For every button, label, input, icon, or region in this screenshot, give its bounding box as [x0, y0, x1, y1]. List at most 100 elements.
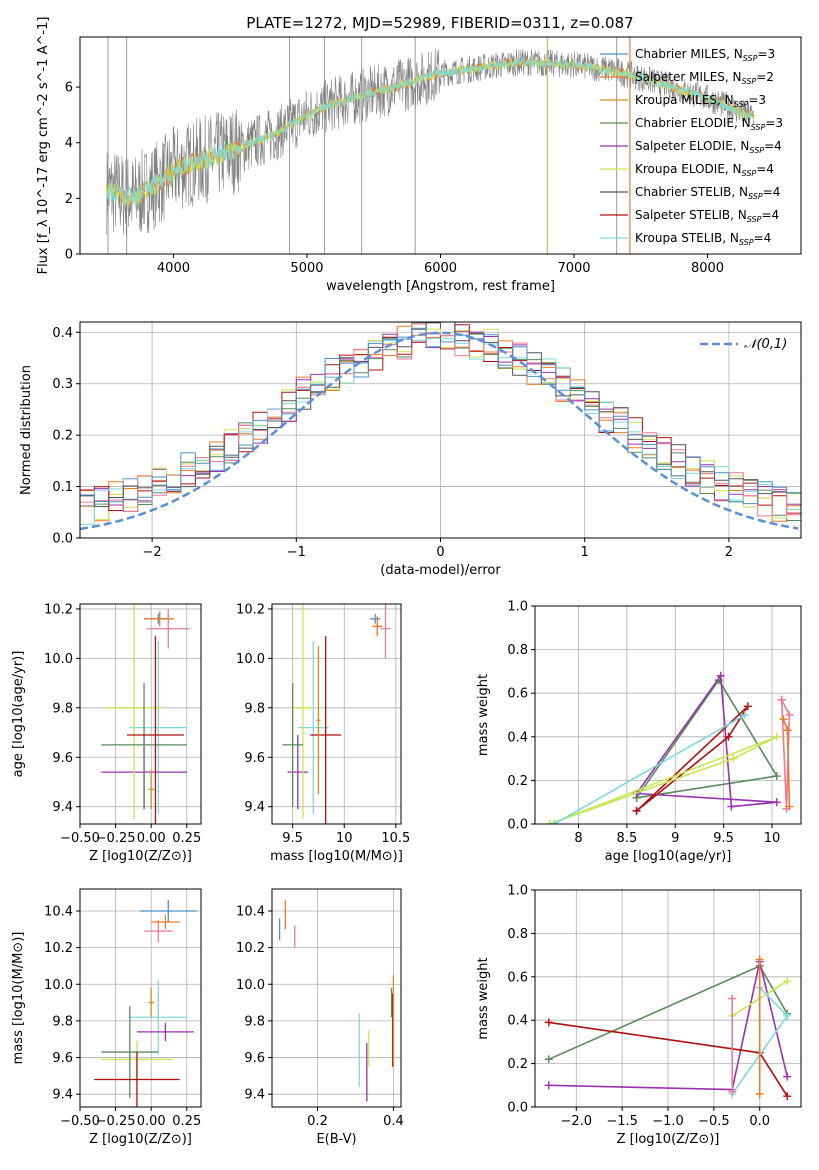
x-tick-label: 8 [574, 831, 582, 846]
weight-point-marker [728, 1087, 737, 1096]
y-tick-label: 10.2 [236, 941, 265, 956]
x-tick-label: 6000 [424, 261, 457, 276]
plot-area [272, 889, 401, 1107]
y-tick-label: 10.0 [236, 978, 265, 993]
x-tick-label: 1 [581, 545, 589, 560]
x-axis-label: E(B-V) [316, 1132, 356, 1147]
y-tick-label: 9.8 [244, 701, 265, 716]
x-tick-label: −1 [287, 545, 306, 560]
histogram-step-line [80, 323, 801, 517]
weight-point-marker [724, 732, 733, 741]
y-axis-label: Normed distribution [19, 365, 34, 495]
weight-vs-age-panel: 8 8.5 9 9.5 10 0.0 0.2 0.4 0.6 0.8 1.0 age [log10(a… [476, 600, 802, 864]
model-spectrum-line [106, 57, 755, 206]
weight-point-marker [544, 1081, 553, 1090]
x-tick-label: 10 [764, 831, 781, 846]
y-tick-label: 9.8 [52, 701, 73, 716]
x-tick-label: 9.5 [282, 831, 303, 846]
y-tick-label: 9.4 [52, 800, 73, 815]
weight-line [635, 678, 779, 799]
x-axis-label: Z [log10(Z/Z⊙)] [89, 849, 192, 864]
y-axis-label: mass weight [476, 674, 491, 756]
y-tick-label: 6 [65, 81, 73, 96]
legend-label: Chabrier MILES, NSSP=3 [635, 47, 775, 63]
y-tick-label: 10.2 [44, 941, 73, 956]
x-tick-label: 4000 [157, 261, 190, 276]
histogram-step-line [80, 324, 801, 514]
y-tick-label: 0.2 [507, 774, 528, 789]
y-axis-label: age [log10(age/yr)] [11, 651, 26, 778]
weight-point-marker [785, 711, 794, 719]
y-tick-label: 0.4 [507, 730, 528, 745]
x-axis-label: Z [log10(Z/Z⊙)] [617, 1132, 720, 1147]
y-tick-label: 2 [65, 192, 73, 207]
legend-label: Kroupa STELIB, NSSP=4 [635, 231, 771, 247]
x-tick-label: 0.0 [749, 1114, 770, 1129]
x-tick-label: 5000 [290, 261, 323, 276]
y-axis-label: Flux [f_λ 10^-17 erg cm^-2 s^-1 A^-1] [36, 17, 51, 275]
x-tick-label: −0.50 [60, 831, 100, 846]
weight-point-marker [772, 798, 781, 807]
y-tick-label: 10.4 [44, 904, 73, 919]
y-tick-label: 9.6 [52, 751, 73, 766]
legend-label: Salpeter MILES, NSSP=2 [635, 70, 774, 86]
x-tick-label: 0 [436, 545, 444, 560]
spectrum-panel: 4000 5000 6000 7000 8000 0 2 4 6 wavelength [Angs… [36, 17, 802, 294]
y-tick-label: 9.8 [244, 1014, 265, 1029]
y-tick-label: 0.4 [52, 326, 73, 341]
x-axis-label: wavelength [Angstrom, rest frame] [326, 279, 555, 294]
y-tick-label: 10.4 [236, 904, 265, 919]
weight-point-marker [545, 820, 554, 824]
y-tick-label: 0.1 [52, 480, 73, 495]
axes-frame [534, 605, 802, 825]
legend-label: Kroupa MILES, NSSP=3 [635, 93, 766, 109]
y-tick-label: 9.4 [244, 1088, 265, 1103]
y-tick-label: 10.0 [44, 652, 73, 667]
weight-point-marker [783, 1092, 792, 1101]
y-tick-label: 10.0 [236, 652, 265, 667]
x-tick-label: −1.5 [606, 1114, 638, 1129]
weight-point-marker [783, 726, 792, 735]
age-vs-mass-panel: 9.5 10 10.5 9.4 9.6 9.8 10.0 10.2 mass [log10(M/… [236, 602, 410, 864]
x-tick-label: 7000 [557, 261, 590, 276]
y-tick-label: 0.8 [507, 927, 528, 942]
weight-point-marker [777, 695, 786, 704]
histogram-step-line [80, 327, 801, 505]
y-tick-label: 9.6 [244, 751, 265, 766]
x-tick-label: 0.25 [172, 1114, 201, 1129]
histogram-step-line [80, 338, 801, 525]
y-tick-label: 10.2 [44, 602, 73, 617]
x-tick-label: 2 [725, 545, 733, 560]
y-tick-label: 0.0 [507, 818, 528, 833]
y-tick-label: 10.0 [44, 978, 73, 993]
y-tick-label: 0.6 [507, 687, 528, 702]
y-tick-label: 1.0 [507, 884, 528, 899]
y-tick-label: 0.6 [507, 970, 528, 985]
x-tick-label: 0.2 [307, 1114, 328, 1129]
y-axis-label: mass weight [476, 957, 491, 1039]
figure-title: PLATE=1272, MJD=52989, FIBERID=0311, z=0… [246, 14, 633, 32]
weight-line [553, 714, 746, 824]
x-axis-label: (data-model)/error [380, 563, 501, 578]
y-tick-label: 0 [65, 248, 73, 263]
weight-line [636, 705, 749, 812]
x-tick-label: 0.4 [383, 1114, 404, 1129]
x-axis-label: mass [log10(M/M⊙)] [270, 849, 403, 864]
x-tick-label: 10.5 [381, 831, 410, 846]
plot-area [535, 606, 801, 824]
weight-point-marker [728, 994, 737, 1003]
legend-label: Salpeter ELODIE, NSSP=4 [635, 139, 782, 155]
y-tick-label: 0.8 [507, 643, 528, 658]
x-tick-label: −0.25 [96, 1114, 136, 1129]
plot-area [80, 604, 201, 824]
y-tick-label: 4 [65, 136, 73, 151]
weight-point-marker [729, 754, 738, 763]
y-tick-label: 0.4 [507, 1014, 528, 1029]
mass-vs-extinction-panel: 0.2 0.4 9.4 9.6 9.8 10.0 10.2 10.4 E(B-V) [236, 888, 404, 1147]
residuals-panel: −2 −1 0 1 2 0.0 0.1 0.2 0.3 0.4 (data-model)/error… [19, 321, 802, 578]
weight-point-marker [740, 711, 749, 719]
plot-area [106, 37, 755, 254]
plot-area [272, 604, 401, 824]
x-tick-label: 0.25 [172, 831, 201, 846]
legend-label: Chabrier STELIB, NSSP=4 [635, 185, 780, 201]
